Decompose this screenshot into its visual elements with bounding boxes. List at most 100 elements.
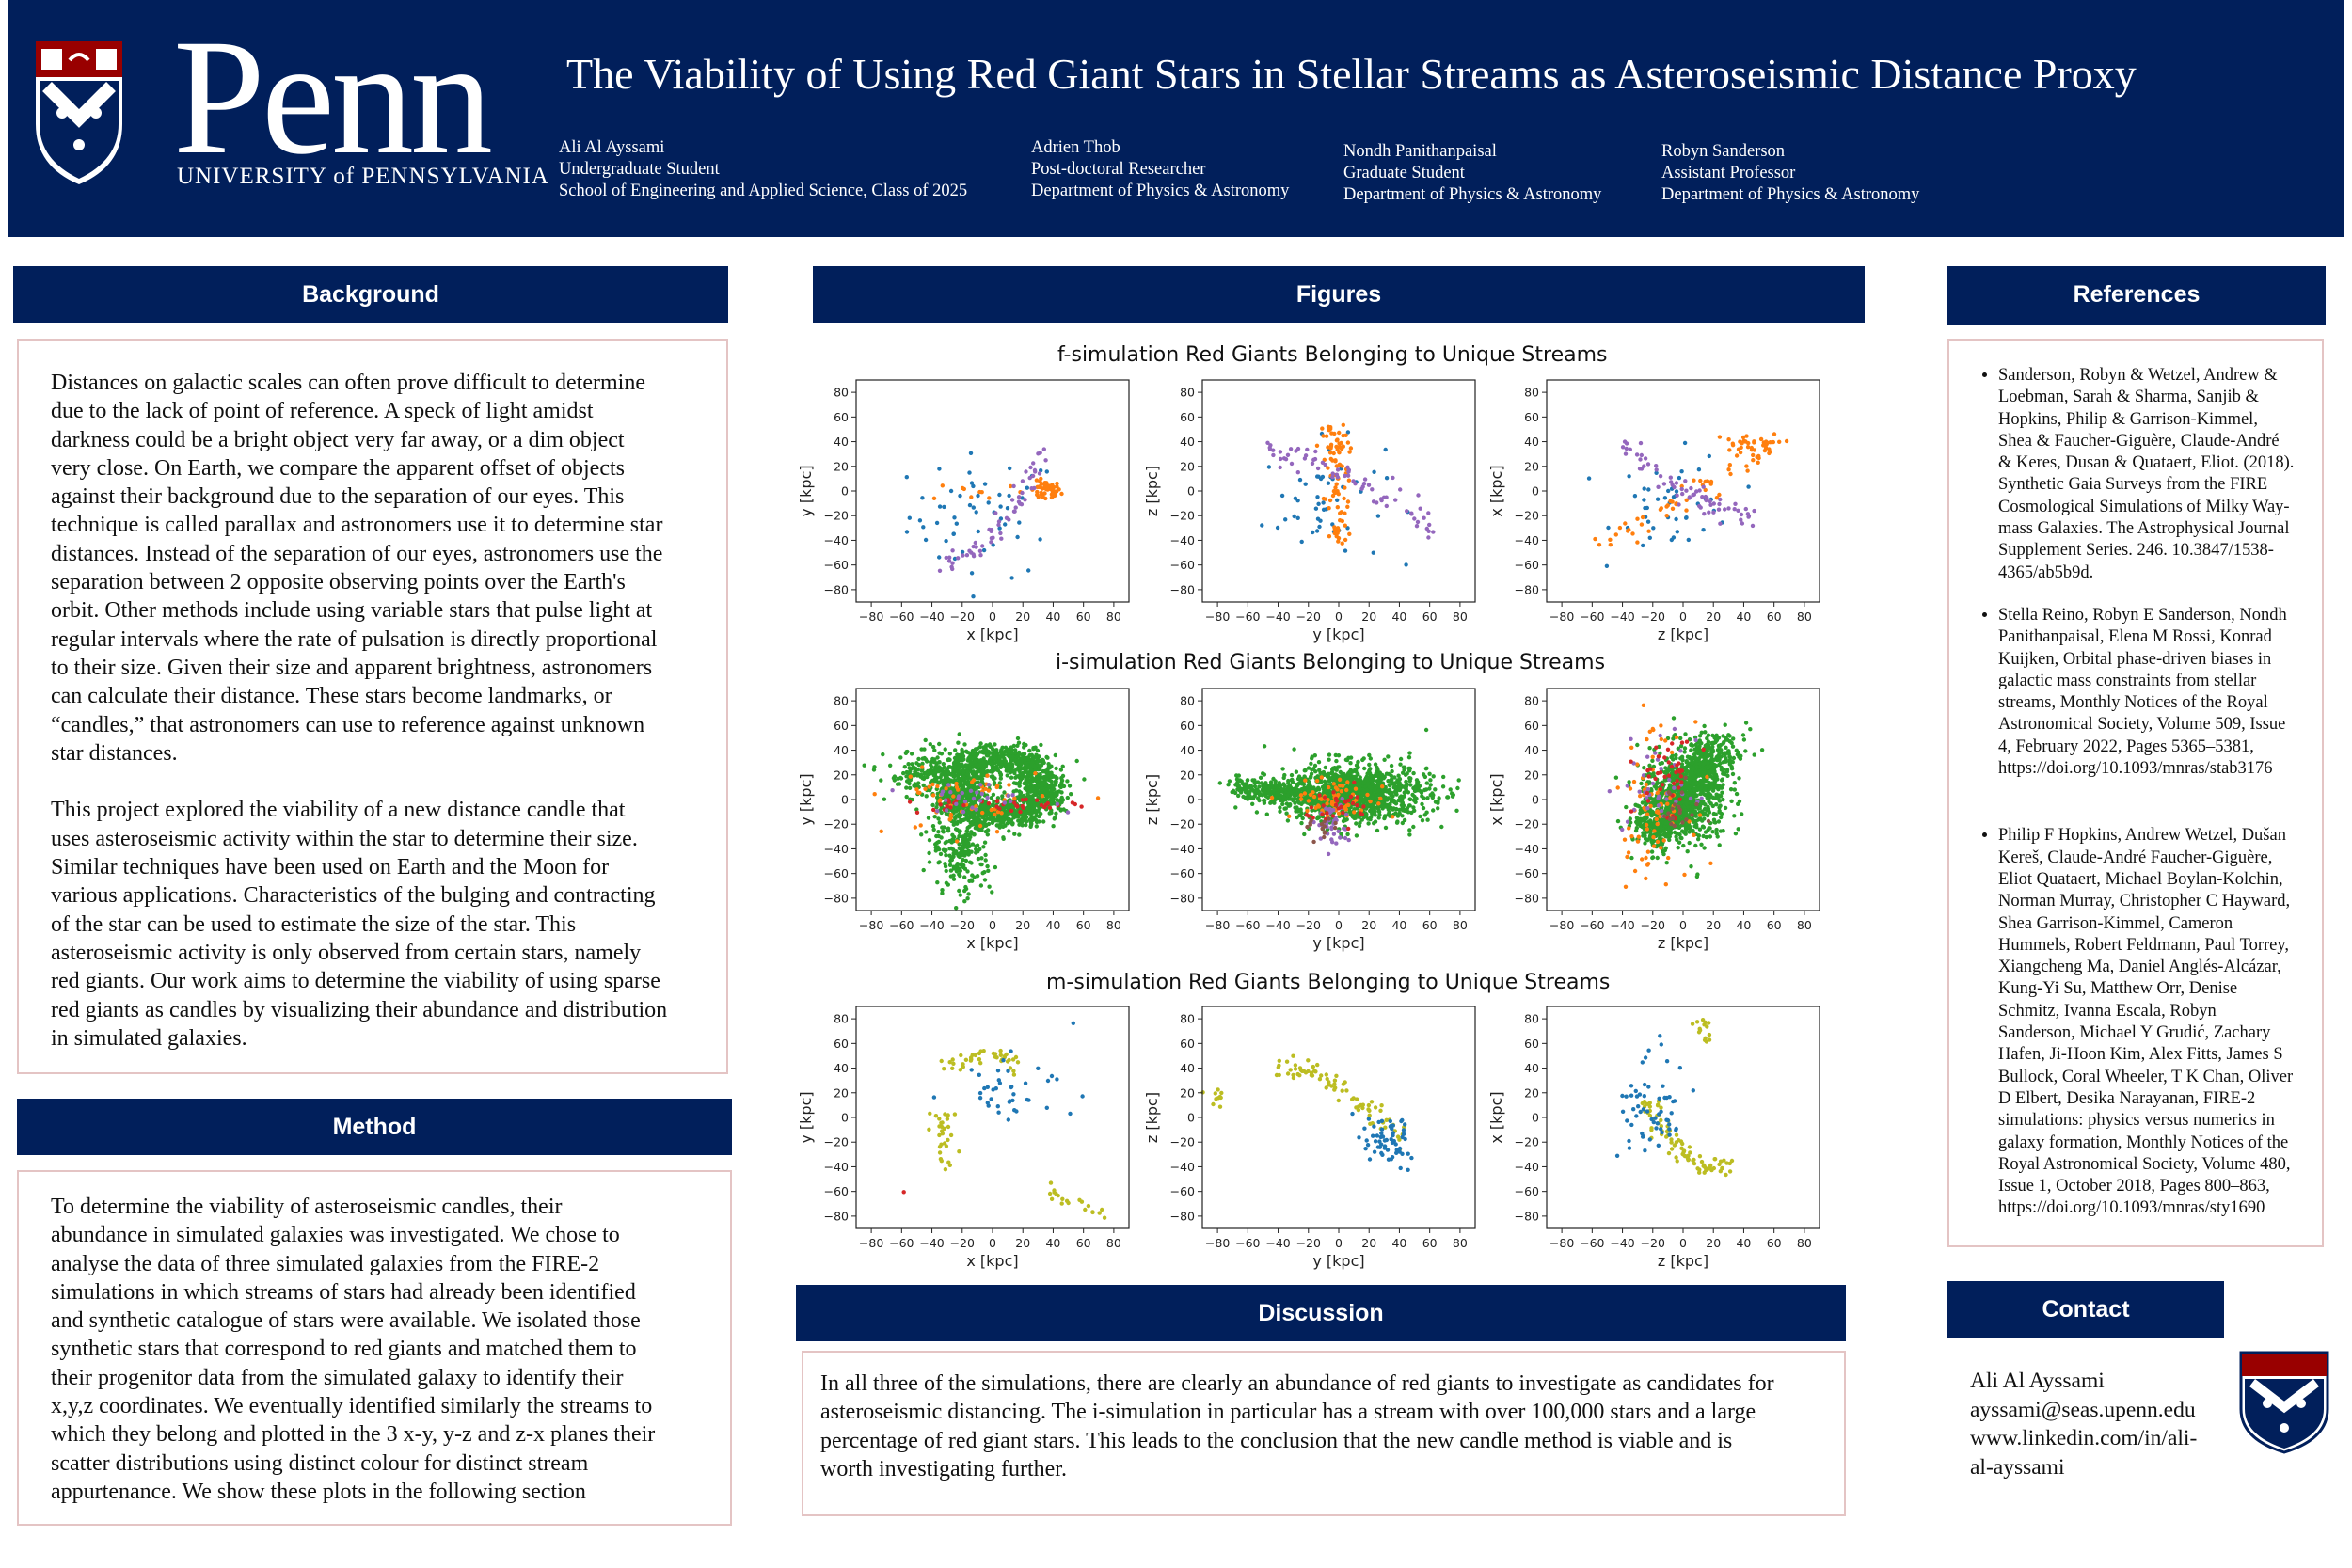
scatter-point [932,748,937,752]
scatter-point [1051,796,1056,801]
scatter-point [1707,760,1711,766]
scatter-point [934,840,940,846]
scatter-point [1012,755,1018,760]
scatter-point [1009,752,1015,757]
scatter-point [1323,806,1327,811]
scatter-point [1313,775,1318,781]
scatter-point [1327,534,1332,539]
scatter-point [1327,498,1333,503]
scatter-point [1396,782,1402,787]
scatter-point [1032,759,1038,764]
scatter-point [1375,769,1379,774]
scatter-point [1016,818,1021,823]
scatter-point [954,814,959,818]
scatter-point [966,848,971,853]
scatter-point [1670,816,1675,821]
scatter-point [1024,469,1028,474]
scatter-point [1731,755,1737,761]
scatter-point [1666,790,1671,795]
scatter-point [1397,785,1402,790]
scatter-point [1339,446,1344,451]
scatter-point [1337,782,1342,786]
scatter-point [978,763,984,768]
scatter-point [961,784,965,789]
scatter-point [1002,762,1008,767]
scatter-point [1344,792,1349,797]
scatter-point [1018,790,1024,796]
scatter-point [954,755,959,761]
scatter-point [951,864,956,869]
scatter-point [940,768,945,773]
scatter-point [1670,790,1676,796]
scatter-point [907,766,912,770]
scatter-point [1023,807,1028,812]
scatter-point [977,798,982,802]
scatter-point [958,493,962,499]
scatter-point [1684,768,1689,774]
scatter-point [1338,784,1343,788]
y-axis-label: y [kpc] [797,465,815,516]
scatter-point [1710,775,1715,781]
scatter-point [1684,768,1689,774]
scatter-point [994,757,1000,762]
scatter-point [862,763,866,768]
scatter-point [1035,759,1040,764]
scatter-point [1331,773,1336,778]
scatter-point [1319,793,1324,799]
scatter-point [1667,775,1673,780]
scatter-point [1025,808,1031,813]
scatter-point [1708,782,1713,786]
scatter-point [907,772,912,777]
scatter-point [1245,787,1249,793]
scatter-point [935,880,940,885]
scatter-point [1352,784,1358,788]
scatter-point [978,775,983,780]
scatter-point [979,808,984,814]
scatter-point [1328,785,1334,790]
scatter-point [1688,778,1692,784]
scatter-point [1002,749,1008,754]
scatter-point [1006,763,1010,768]
scatter-point [956,784,961,789]
scatter-point [1667,500,1672,505]
scatter-point [1391,806,1396,811]
scatter-point [966,832,972,837]
scatter-point [980,544,985,548]
x-axis-label: y [kpc] [1312,934,1364,952]
scatter-point [974,753,979,758]
scatter-point [1008,753,1012,758]
scatter-point [1375,514,1381,518]
scatter-point [1350,800,1355,805]
scatter-point [1700,483,1706,487]
scatter-point [1371,792,1375,797]
text-line: Similar techniques have been used on Ear… [51,855,610,880]
scatter-point [1235,780,1240,785]
scatter-point [1608,543,1613,547]
scatter-point [1289,787,1294,792]
scatter-point [1352,801,1358,806]
scatter-point [1333,458,1338,463]
scatter-point [1350,784,1355,789]
scatter-point [964,808,970,813]
scatter-point [1359,799,1363,803]
scatter-point [1010,768,1015,773]
scatter-point [997,814,1002,818]
scatter-point [1332,774,1338,779]
scatter-point [972,757,977,762]
scatter-point [1343,433,1348,437]
scatter-point [1265,795,1271,800]
scatter-point [964,845,970,850]
scatter-point [1426,535,1431,540]
scatter-point [915,784,920,789]
scatter-point [1306,800,1311,805]
scatter-point [1395,814,1401,818]
scatter-point [1391,812,1396,817]
scatter-point [995,810,1001,815]
scatter-point [1668,818,1673,823]
scatter-point [1365,803,1370,808]
scatter-point [1332,431,1337,436]
scatter-point [1046,784,1051,789]
scatter-point [1296,800,1302,805]
scatter-point [1046,770,1052,775]
scatter-point [1356,811,1360,816]
